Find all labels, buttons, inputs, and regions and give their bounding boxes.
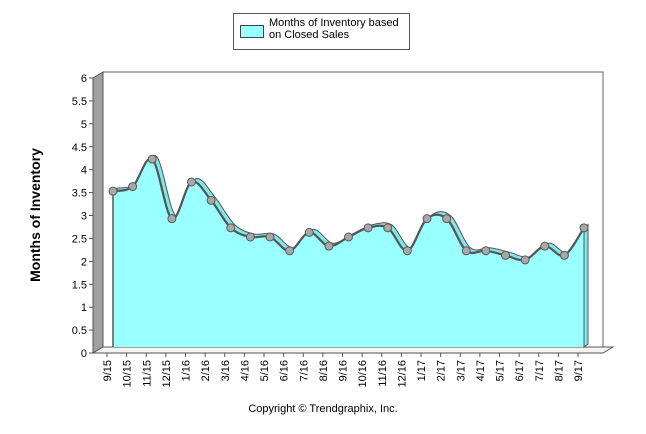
x-tick-label: 8/17: [553, 360, 565, 381]
y-tick-label: 4.5: [72, 142, 87, 154]
data-point-12/15: [167, 214, 177, 224]
data-point-1/17: [422, 214, 432, 224]
y-tick-label: 0: [81, 348, 87, 360]
data-point-8/16: [324, 241, 334, 251]
data-point-8/17: [559, 250, 569, 260]
x-tick-label: 9/15: [102, 360, 114, 381]
x-tick-label: 4/17: [475, 360, 487, 381]
data-point-6/17: [520, 255, 530, 265]
data-point-9/17: [579, 223, 589, 233]
x-tick-label: 2/17: [436, 360, 448, 381]
x-tick-label: 10/16: [357, 360, 369, 388]
x-tick-label: 10/15: [122, 360, 134, 388]
data-point-3/16: [226, 223, 236, 233]
data-point-6/16: [285, 246, 295, 256]
area-layer: [112, 155, 589, 348]
y-tick-label: 5.5: [72, 96, 87, 108]
x-tick-label: 1/17: [416, 360, 428, 381]
data-point-12/16: [402, 246, 412, 256]
legend-label: Months of Inventory based on Closed Sale…: [269, 17, 399, 41]
y-tick-label: 2: [81, 256, 87, 268]
x-tick-label: 12/16: [396, 360, 408, 388]
data-point-11/16: [383, 223, 393, 233]
left-wall: [92, 71, 104, 354]
copyright-footer: Copyright © Trendgraphix, Inc.: [248, 403, 398, 415]
x-tick-label: 8/16: [318, 360, 330, 381]
data-point-2/17: [442, 214, 452, 224]
data-point-9/16: [344, 232, 353, 242]
x-tick-label: 3/16: [220, 360, 232, 381]
data-point-10/16: [363, 223, 373, 233]
x-tick-label: 7/16: [298, 360, 310, 381]
legend-swatch: [240, 25, 264, 38]
data-point-1/16: [187, 177, 196, 187]
x-tick-label: 5/16: [259, 360, 271, 381]
y-tick-label: 3.5: [72, 188, 87, 200]
x-tick-label: 11/16: [377, 360, 389, 387]
data-point-4/17: [481, 246, 491, 256]
x-tick-label: 4/16: [239, 360, 251, 381]
x-tick-label: 3/17: [455, 360, 467, 381]
x-tick-label: 6/17: [514, 360, 526, 381]
data-point-5/16: [265, 232, 275, 242]
x-tick-label: 9/17: [573, 360, 585, 381]
data-point-10/15: [128, 182, 138, 192]
x-tick-label: 2/16: [200, 360, 212, 381]
y-tick-label: 4: [81, 165, 87, 177]
x-tick-label: 7/17: [534, 360, 546, 381]
data-point-9/15: [108, 186, 118, 196]
floor: [91, 346, 615, 354]
y-tick-label: 1: [81, 302, 87, 314]
data-point-11/15: [147, 154, 157, 164]
data-point-7/16: [304, 227, 314, 237]
y-axis-ticks: 0 0.5 1 1.5 2 2.5 3 3.5 4 4.5 5 5.5 6: [72, 73, 93, 360]
point-layer: [108, 154, 589, 265]
x-tick-label: 9/16: [338, 360, 350, 381]
y-tick-label: 2.5: [72, 233, 87, 245]
x-tick-label: 1/16: [181, 360, 193, 381]
data-point-5/17: [501, 250, 510, 260]
x-axis-ticks: 9/15 10/15 11/15 12/15 1/16 2/16 3/16 4/16 5/16 6…: [102, 353, 585, 388]
area-end-cap: [583, 223, 589, 348]
y-tick-label: 5: [81, 119, 87, 131]
area-fill: [113, 158, 584, 347]
data-point-4/16: [245, 232, 255, 242]
y-tick-label: 0.5: [72, 325, 87, 337]
legend: Months of Inventory based on Closed Sale…: [233, 13, 410, 50]
y-tick-label: 6: [81, 73, 87, 85]
data-point-7/17: [540, 241, 550, 251]
x-tick-label: 12/15: [161, 360, 173, 388]
y-tick-label: 1.5: [72, 279, 87, 291]
x-tick-label: 5/17: [495, 360, 507, 381]
x-tick-label: 6/16: [279, 360, 291, 381]
y-axis-label: Months of Inventory: [27, 148, 43, 282]
data-point-2/16: [206, 195, 216, 205]
y-tick-label: 3: [81, 211, 87, 223]
data-point-3/17: [461, 246, 471, 256]
x-tick-label: 11/15: [141, 360, 153, 387]
